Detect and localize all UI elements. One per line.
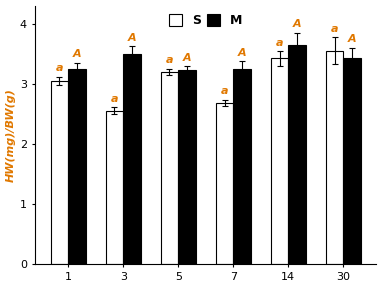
Bar [343, 58, 361, 264]
Bar [288, 45, 306, 264]
Text: a: a [276, 38, 283, 48]
Bar [233, 69, 251, 264]
Text: A: A [73, 49, 81, 59]
Bar [271, 58, 288, 264]
Text: A: A [348, 34, 356, 44]
Text: a: a [166, 55, 173, 65]
Text: a: a [221, 86, 228, 96]
Text: a: a [111, 94, 118, 104]
Text: A: A [183, 53, 191, 63]
Text: A: A [128, 33, 136, 43]
Bar [326, 51, 343, 264]
Bar [178, 71, 196, 264]
Text: A: A [293, 19, 301, 29]
Text: A: A [238, 48, 246, 58]
Y-axis label: HW(mg)/BW(g): HW(mg)/BW(g) [6, 88, 16, 182]
Bar [50, 81, 68, 264]
Legend: S, M: S, M [167, 12, 244, 30]
Text: a: a [56, 63, 63, 73]
Bar [216, 103, 233, 264]
Bar [68, 69, 86, 264]
Text: a: a [331, 24, 338, 34]
Bar [106, 111, 123, 264]
Bar [161, 72, 178, 264]
Bar [123, 54, 141, 264]
